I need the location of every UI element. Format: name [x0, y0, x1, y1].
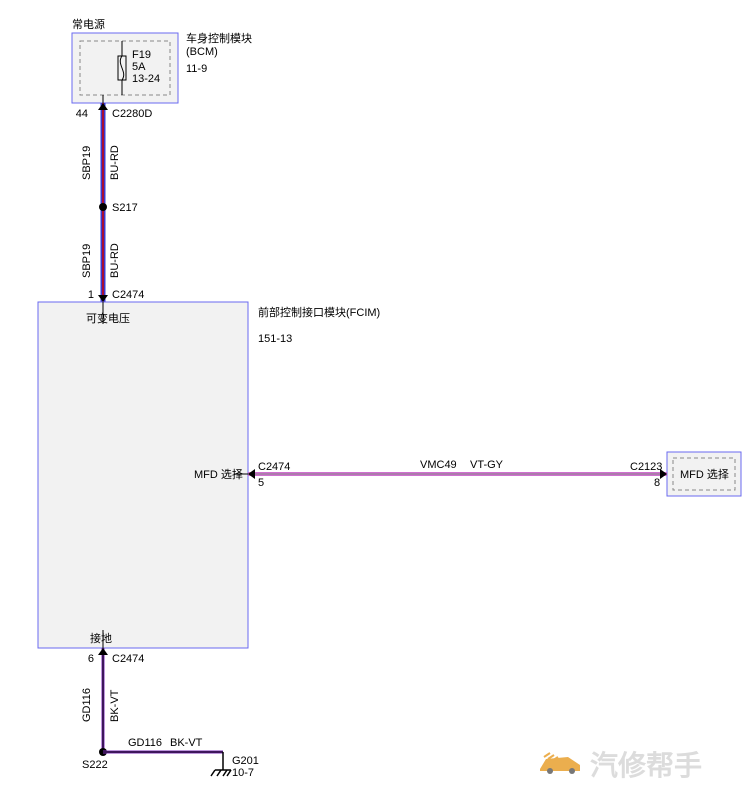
- label-color_VTGY: VT-GY: [470, 459, 504, 471]
- label-fuse_rating: 5A: [132, 61, 146, 73]
- label-circuit_VMC49: VMC49: [420, 459, 457, 471]
- label-conn_C2474_r: C2474: [258, 461, 290, 473]
- label-power_source: 常电源: [72, 17, 105, 31]
- label-circuit_SBP19: SBP19: [81, 146, 93, 180]
- label-bcm-title-1: 车身控制模块: [186, 31, 252, 45]
- label-bcm-title-2: (BCM): [186, 46, 218, 58]
- label-fcim_title: 前部控制接口模块(FCIM): [258, 305, 380, 319]
- label-pin_8: 8: [654, 477, 660, 489]
- watermark-text: 汽修帮手: [590, 750, 702, 781]
- label-burd-bot: BU-RD: [109, 243, 121, 278]
- label-fuse_ref: 13-24: [132, 73, 160, 85]
- label-fuse_id: F19: [132, 49, 151, 61]
- label-pin_5: 5: [258, 477, 264, 489]
- label-color_BKVT_v: BK-VT: [109, 689, 121, 722]
- label-pin_6: 6: [88, 653, 94, 665]
- label-variable_voltage: 可变电压: [86, 311, 130, 325]
- label-bcm_ref: 11-9: [186, 63, 207, 75]
- label-fcim_ref: 151-13: [258, 333, 292, 345]
- label-pin_44: 44: [76, 108, 88, 120]
- label-pin_1: 1: [88, 289, 94, 301]
- bcm-box: [72, 33, 178, 103]
- label-conn_C2280D: C2280D: [112, 108, 152, 120]
- label-splice_S222: S222: [82, 759, 108, 771]
- label-conn_C2123: C2123: [630, 461, 662, 473]
- label-ground_label: 接地: [90, 632, 112, 645]
- label-sbp19-bot: SBP19: [81, 244, 93, 278]
- label-mfd_select_left: MFD 选择: [194, 467, 243, 481]
- splice-s217: [99, 203, 107, 211]
- label-ground_ref: 10-7: [232, 767, 254, 779]
- label-conn_C2474_b: C2474: [112, 653, 144, 665]
- label-conn_C2474: C2474: [112, 289, 144, 301]
- label-circuit_GD116_h: GD116: [128, 737, 162, 749]
- label-color_BURD: BU-RD: [109, 145, 121, 180]
- label-ground_G201: G201: [232, 755, 259, 767]
- label-mfd_select_right: MFD 选择: [680, 467, 729, 481]
- label-circuit_GD116_v: GD116: [81, 688, 93, 722]
- label-splice_S217: S217: [112, 202, 138, 214]
- label-color_BKVT_h: BK-VT: [170, 737, 203, 749]
